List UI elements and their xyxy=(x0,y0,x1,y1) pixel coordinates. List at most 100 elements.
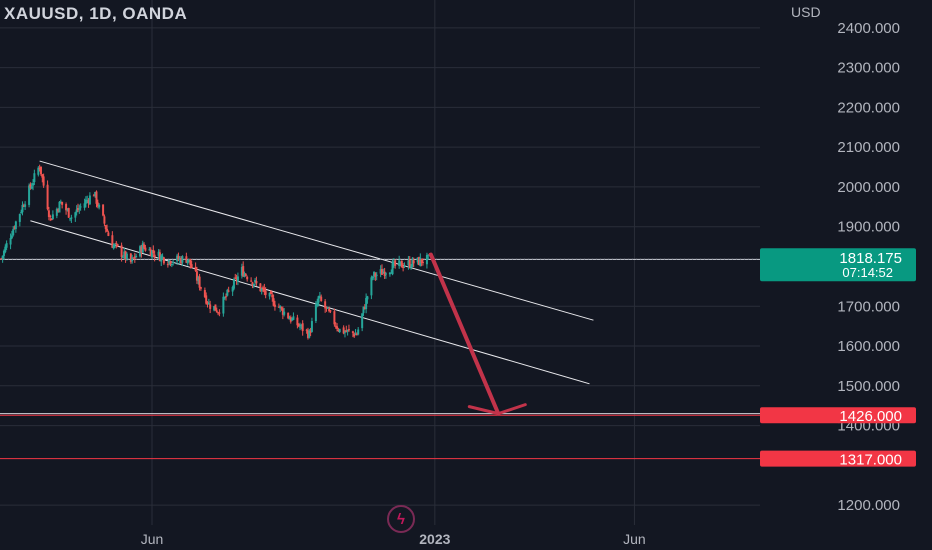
candle-body xyxy=(47,210,50,217)
candle-body xyxy=(288,318,291,320)
candle-body xyxy=(390,272,393,274)
price-tick-label: 2400.000 xyxy=(837,20,900,37)
candle-body xyxy=(160,255,163,262)
candle-body xyxy=(50,218,53,221)
candle-body xyxy=(271,294,274,298)
candle-body xyxy=(333,311,336,325)
candle-body xyxy=(374,273,377,277)
candle-body xyxy=(231,287,234,292)
candle-body xyxy=(180,258,183,264)
candle-body xyxy=(416,257,419,263)
candle-body xyxy=(104,225,107,230)
candle-body xyxy=(388,272,391,275)
candle-body xyxy=(102,204,105,216)
candle-body xyxy=(57,209,60,212)
candle-body xyxy=(59,201,62,204)
candle-body xyxy=(22,205,25,207)
candle-body xyxy=(417,257,420,266)
candle-body xyxy=(20,211,23,213)
candle-body xyxy=(172,261,175,264)
candle-body xyxy=(67,208,70,218)
candle-body xyxy=(370,277,373,296)
candle-body xyxy=(207,302,210,305)
lightning-button[interactable]: ϟ xyxy=(387,505,415,533)
candle-body xyxy=(12,229,15,236)
candle-body xyxy=(398,260,401,267)
forecast-arrow-head xyxy=(467,403,527,416)
candle-body xyxy=(41,174,44,178)
last-price-label: 1818.175 xyxy=(839,250,902,267)
candle-body xyxy=(242,266,245,277)
candle-body xyxy=(181,256,184,263)
candle-body xyxy=(0,258,3,260)
candle-body xyxy=(407,260,410,266)
candle-body xyxy=(135,255,138,258)
candle-body xyxy=(169,261,172,265)
candle-body xyxy=(161,256,164,258)
candle-body xyxy=(375,274,378,276)
price-tick-label: 1200.000 xyxy=(837,497,900,514)
candle-body xyxy=(402,266,405,269)
candle-body xyxy=(55,208,58,216)
candle-body xyxy=(326,307,329,309)
candle-body xyxy=(380,269,383,275)
candle-body xyxy=(38,167,41,169)
candle-body xyxy=(314,304,317,322)
candle-body xyxy=(215,310,218,313)
candle-body xyxy=(1,255,4,259)
candle-body xyxy=(244,274,247,276)
candle-body xyxy=(133,256,136,259)
candle-body xyxy=(151,250,153,258)
candle-body xyxy=(74,212,77,218)
time-tick-label: Jun xyxy=(141,531,164,547)
price-axis[interactable]: USD 2400.000 2300.000 2200.000 2100.000 2000… xyxy=(791,4,900,514)
candle-body xyxy=(125,253,128,260)
candle-body xyxy=(308,330,311,338)
candle-body xyxy=(259,283,262,292)
candle-body xyxy=(235,277,238,281)
candle-body xyxy=(88,195,91,205)
candle-body xyxy=(116,244,119,247)
candle-body xyxy=(223,297,226,299)
level-badge-label: 1426.000 xyxy=(839,408,902,425)
candle-body xyxy=(46,184,49,210)
candle-body xyxy=(217,312,220,314)
candle-body xyxy=(384,273,387,275)
candle-body xyxy=(412,260,415,264)
candle-body xyxy=(421,262,424,264)
time-axis[interactable]: Jun 2023 Jun xyxy=(141,531,646,547)
candle-body xyxy=(287,312,290,319)
candle-body xyxy=(283,311,286,315)
candle-body xyxy=(61,201,64,205)
candle-body xyxy=(213,306,216,311)
candle-body xyxy=(346,329,349,332)
lightning-icon: ϟ xyxy=(397,510,405,528)
candle-body xyxy=(49,215,52,218)
candle-body xyxy=(24,204,27,207)
candle-body xyxy=(391,263,394,275)
candle-body xyxy=(190,264,193,268)
candle-body xyxy=(86,199,89,201)
candle-body xyxy=(236,276,239,282)
candle-body xyxy=(199,287,202,289)
candle-body xyxy=(152,249,155,254)
candle-body xyxy=(112,244,115,249)
level-badge xyxy=(760,407,916,424)
candle-body xyxy=(336,326,339,329)
candle-body xyxy=(195,271,198,281)
price-tick-label: 1500.000 xyxy=(837,378,900,395)
candle-body xyxy=(296,317,299,326)
candle-body xyxy=(194,266,197,271)
candle-body xyxy=(197,277,200,281)
candle-body xyxy=(205,295,208,304)
candle-body xyxy=(306,330,309,338)
candle-body xyxy=(177,256,180,260)
candle-body xyxy=(268,292,271,297)
chart-title: XAUUSD, 1D, OANDA xyxy=(4,4,188,23)
candle-body xyxy=(75,209,78,213)
price-tick-label: 2200.000 xyxy=(837,99,900,116)
candle-body xyxy=(143,244,146,248)
candle-body xyxy=(222,296,225,314)
